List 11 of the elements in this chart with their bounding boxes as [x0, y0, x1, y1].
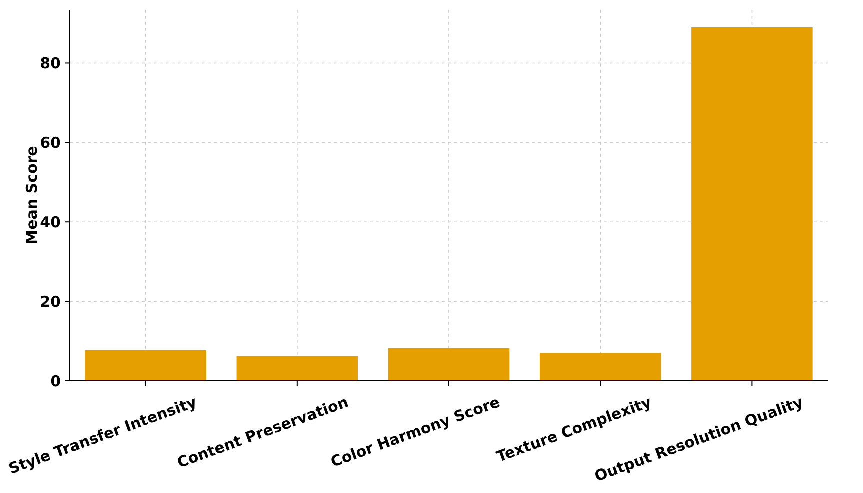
bar [85, 350, 206, 381]
y-tick-label: 0 [50, 372, 61, 390]
bar [236, 356, 358, 381]
y-tick-label: 40 [40, 213, 61, 232]
bar [540, 353, 662, 381]
bar [388, 348, 510, 381]
y-tick-label: 60 [40, 134, 61, 152]
bar [692, 27, 813, 381]
y-tick-label: 80 [40, 54, 61, 72]
y-axis-title: Mean Score [23, 146, 41, 245]
y-tick-label: 20 [40, 292, 61, 311]
